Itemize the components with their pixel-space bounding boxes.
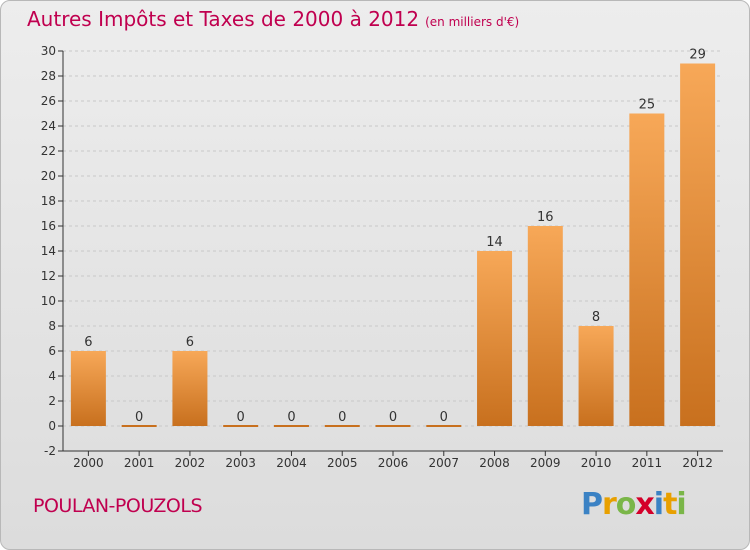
x-tick-label: 2010	[581, 456, 612, 470]
logo-letter: x	[635, 487, 654, 522]
x-tick-label: 2012	[682, 456, 713, 470]
y-tick-label: 20	[41, 169, 56, 183]
grid-lines	[63, 50, 723, 452]
bar	[121, 425, 157, 427]
proxiti-logo[interactable]: Proxiti	[581, 487, 687, 522]
bar	[324, 425, 360, 427]
chart-title-unit: (en milliers d'€)	[425, 15, 520, 29]
data-label: 25	[639, 98, 656, 113]
data-label: 16	[537, 210, 554, 225]
y-tick-label: 16	[41, 219, 56, 233]
y-tick-label: 18	[41, 194, 56, 208]
data-label: 0	[135, 410, 143, 425]
commune-name: POULAN-POUZOLS	[33, 495, 203, 517]
bar	[70, 351, 106, 426]
y-tick-label: 28	[41, 69, 56, 83]
chart-title: Autres Impôts et Taxes de 2000 à 2012 (en…	[27, 7, 519, 31]
y-tick-label: -2	[44, 444, 56, 458]
x-tick-label: 2000	[73, 456, 104, 470]
data-label: 6	[186, 335, 194, 350]
data-label: 0	[440, 410, 448, 425]
logo-letter: i	[653, 487, 664, 522]
data-label: 29	[689, 48, 706, 63]
data-label: 0	[338, 410, 346, 425]
x-tick-label: 2006	[378, 456, 409, 470]
logo-letter: i	[676, 487, 686, 522]
x-tick-label: 2007	[428, 456, 459, 470]
bar	[426, 425, 462, 427]
logo-letter: t	[663, 487, 677, 522]
y-tick-label: 2	[48, 394, 56, 408]
data-label: 0	[237, 410, 245, 425]
y-tick-label: 30	[41, 44, 56, 58]
bar	[629, 113, 665, 426]
data-label: 8	[592, 310, 600, 325]
y-tick-label: 6	[48, 344, 56, 358]
x-tick-label: 2008	[479, 456, 510, 470]
data-label: 6	[84, 335, 92, 350]
x-tick-label: 2011	[632, 456, 663, 470]
y-tick-label: 24	[41, 119, 56, 133]
bar	[273, 425, 309, 427]
logo-letter: P	[581, 487, 603, 522]
x-tick-label: 2009	[530, 456, 561, 470]
data-label: 0	[389, 410, 397, 425]
bar	[375, 425, 411, 427]
bar	[680, 63, 716, 426]
bar	[477, 251, 513, 426]
y-tick-label: 8	[48, 319, 56, 333]
y-tick-label: 26	[41, 94, 56, 108]
x-tick-label: 2001	[124, 456, 155, 470]
chart-title-main: Autres Impôts et Taxes de 2000 à 2012	[27, 7, 420, 31]
y-tick-label: 14	[41, 244, 56, 258]
x-tick-label: 2005	[327, 456, 358, 470]
y-tick-label: 10	[41, 294, 56, 308]
bars	[70, 63, 716, 427]
y-tick-label: 22	[41, 144, 56, 158]
data-label: 14	[486, 235, 503, 250]
bar	[578, 326, 614, 426]
y-tick-label: 12	[41, 269, 56, 283]
x-tick-label: 2003	[225, 456, 256, 470]
y-tick-label: 0	[48, 419, 56, 433]
bar	[172, 351, 208, 426]
logo-letter: o	[615, 487, 637, 522]
bar	[223, 425, 259, 427]
bar	[527, 226, 563, 426]
logo-letter: r	[602, 487, 617, 522]
x-tick-label: 2004	[276, 456, 307, 470]
data-label: 0	[287, 410, 295, 425]
y-tick-label: 4	[48, 369, 56, 383]
x-tick-label: 2002	[175, 456, 206, 470]
data-labels: 6 0 6 0 0 0 0 0 14 16 8 25 29	[84, 48, 706, 426]
